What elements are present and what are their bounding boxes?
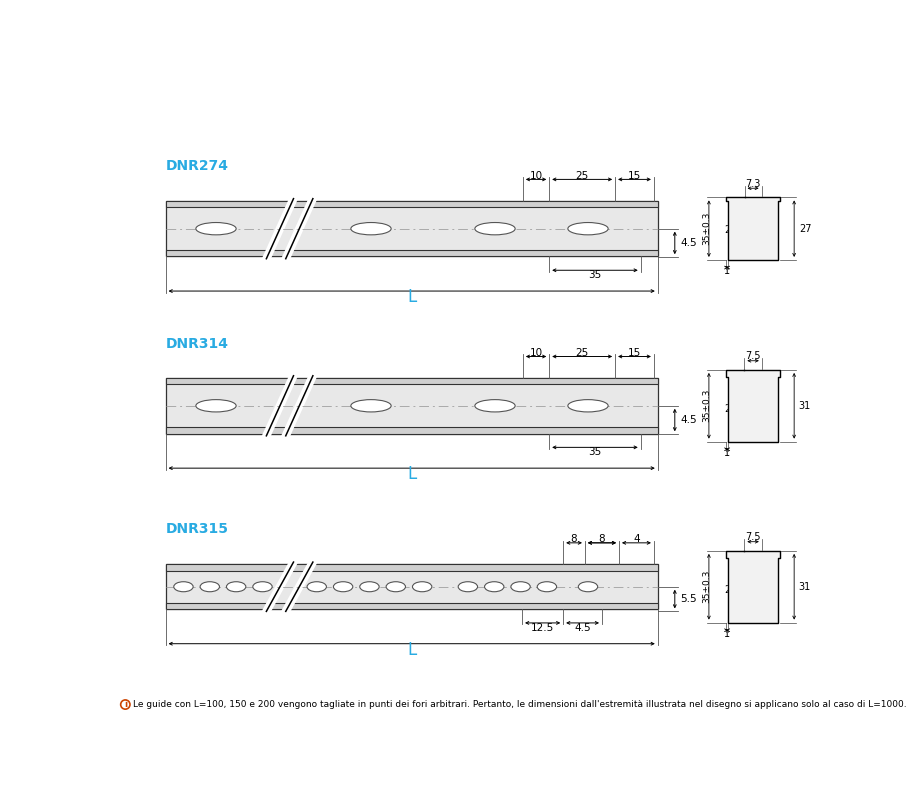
Text: 25: 25	[575, 347, 589, 358]
Bar	[166, 201, 657, 257]
Ellipse shape	[511, 581, 530, 592]
Ellipse shape	[195, 399, 236, 412]
Ellipse shape	[307, 581, 326, 592]
Ellipse shape	[351, 222, 391, 235]
Ellipse shape	[195, 222, 236, 235]
Text: 24: 24	[725, 225, 737, 236]
Bar	[166, 378, 657, 384]
Ellipse shape	[578, 581, 597, 592]
Text: 35±0.3: 35±0.3	[702, 212, 711, 245]
Text: 12.5: 12.5	[531, 622, 554, 633]
Text: 7.5: 7.5	[745, 351, 761, 361]
Text: Le guide con L=100, 150 e 200 vengono tagliate in punti dei fori arbitrari. Pert: Le guide con L=100, 150 e 200 vengono ta…	[133, 700, 906, 709]
Text: 4.5: 4.5	[680, 415, 697, 425]
Text: 25: 25	[724, 404, 737, 415]
Bar	[166, 427, 657, 434]
Text: 31: 31	[798, 401, 811, 411]
Bar	[166, 565, 657, 609]
Text: 31: 31	[798, 581, 811, 592]
Ellipse shape	[200, 581, 219, 592]
Ellipse shape	[227, 581, 246, 592]
Bar	[166, 201, 657, 207]
Text: 1: 1	[724, 448, 730, 458]
Ellipse shape	[568, 399, 609, 412]
Ellipse shape	[475, 399, 515, 412]
Text: DNR314: DNR314	[166, 337, 229, 351]
Ellipse shape	[568, 222, 609, 235]
Text: 35±0.3: 35±0.3	[702, 389, 711, 423]
Text: 25: 25	[724, 585, 737, 595]
Bar	[166, 250, 657, 257]
Ellipse shape	[475, 222, 515, 235]
Text: 7.3: 7.3	[745, 179, 761, 188]
Polygon shape	[726, 551, 780, 622]
Ellipse shape	[458, 581, 478, 592]
Text: 35: 35	[588, 447, 601, 457]
Text: L: L	[407, 641, 417, 659]
Text: 25: 25	[575, 171, 589, 180]
Text: 4: 4	[633, 534, 640, 544]
Ellipse shape	[485, 581, 504, 592]
Polygon shape	[726, 370, 780, 442]
Text: 35: 35	[588, 270, 601, 280]
Text: DNR274: DNR274	[166, 159, 229, 172]
Text: 4.5: 4.5	[680, 238, 697, 248]
Ellipse shape	[351, 399, 391, 412]
Ellipse shape	[253, 581, 272, 592]
Bar	[166, 378, 657, 434]
Text: 7.5: 7.5	[745, 532, 761, 542]
Text: 15: 15	[628, 171, 641, 180]
Text: 10: 10	[529, 171, 543, 180]
Text: 4.5: 4.5	[574, 622, 591, 633]
Text: 8: 8	[598, 534, 605, 544]
Ellipse shape	[412, 581, 431, 592]
Bar	[166, 565, 657, 570]
Ellipse shape	[360, 581, 379, 592]
Text: 1: 1	[724, 266, 730, 277]
Text: DNR315: DNR315	[166, 522, 229, 536]
Ellipse shape	[334, 581, 353, 592]
Text: 27: 27	[798, 224, 811, 233]
Text: L: L	[407, 465, 417, 484]
Text: L: L	[407, 288, 417, 306]
Text: 1: 1	[724, 629, 730, 639]
Ellipse shape	[386, 581, 406, 592]
Text: 35±0.3: 35±0.3	[702, 570, 711, 603]
Ellipse shape	[173, 581, 193, 592]
Text: 8: 8	[571, 534, 577, 544]
Text: 10: 10	[529, 347, 543, 358]
Text: 15: 15	[628, 347, 641, 358]
Ellipse shape	[538, 581, 557, 592]
Polygon shape	[726, 197, 780, 260]
Bar	[166, 603, 657, 609]
Text: i: i	[124, 700, 127, 709]
Text: 5.5: 5.5	[680, 594, 697, 604]
